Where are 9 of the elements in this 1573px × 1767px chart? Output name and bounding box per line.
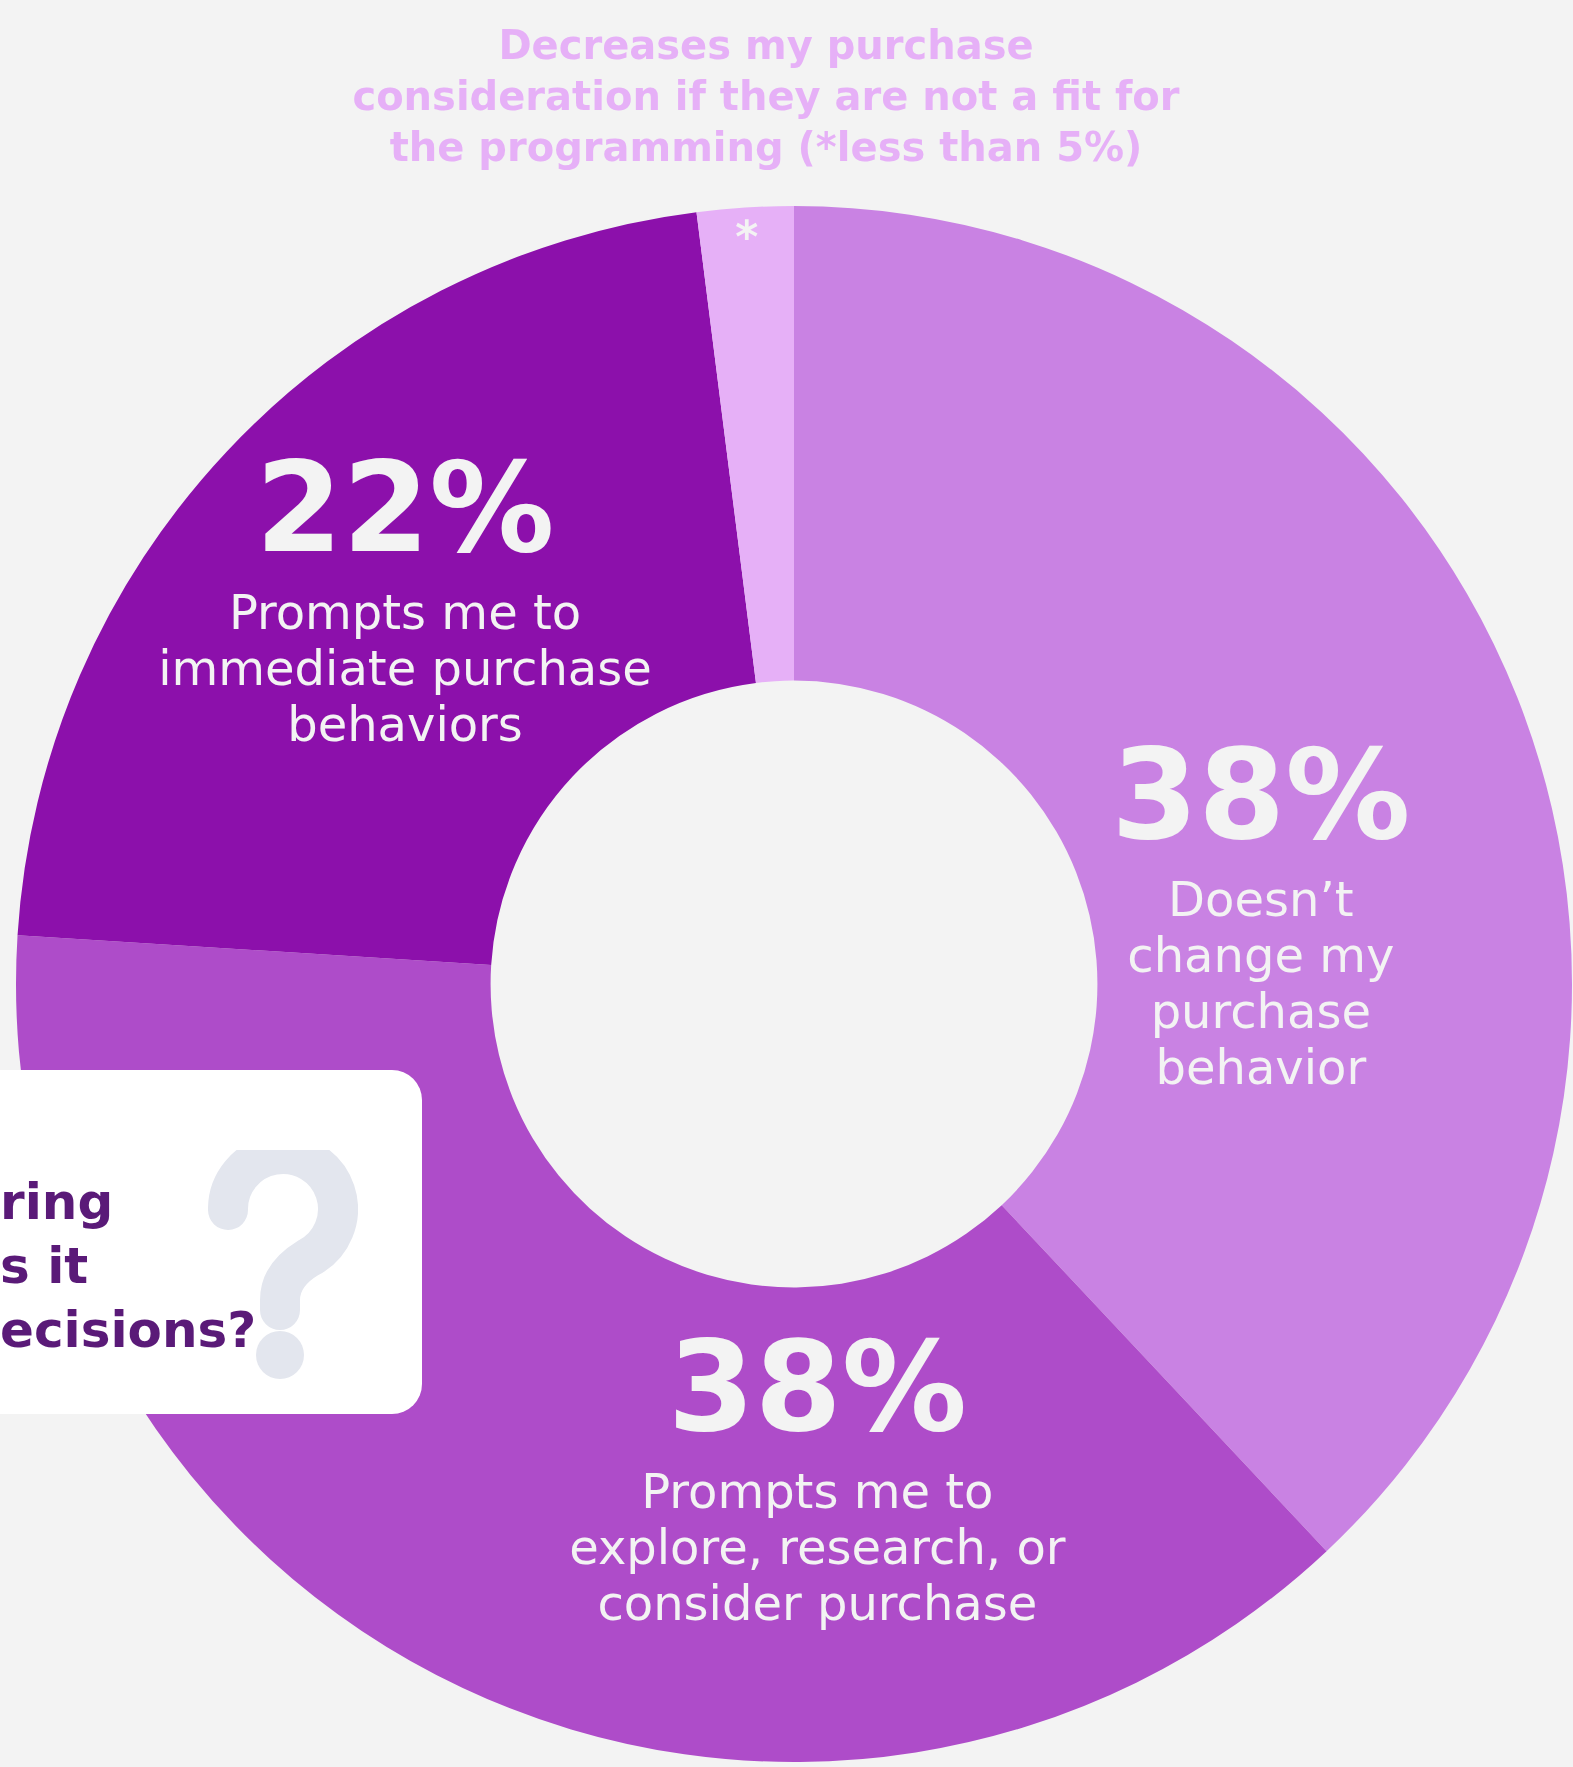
slice-label: Decreases my purchase consideration if they are not a fit for the programming (*less than 5%): [352, 21, 1180, 170]
data-label: *: [735, 210, 759, 262]
slice-label: Doesn’t change my purchase behavior: [1127, 871, 1395, 1096]
slice-label: Prompts me to immediate purchase behaviors: [158, 584, 652, 753]
data-label: 38%: [1111, 722, 1411, 868]
data-label: 38%: [667, 1314, 967, 1460]
data-label: 22%: [255, 435, 555, 581]
slice-label: Prompts me to explore, research, or consider purchase: [569, 1463, 1066, 1632]
text: ring s it ecisions?: [0, 1172, 257, 1361]
